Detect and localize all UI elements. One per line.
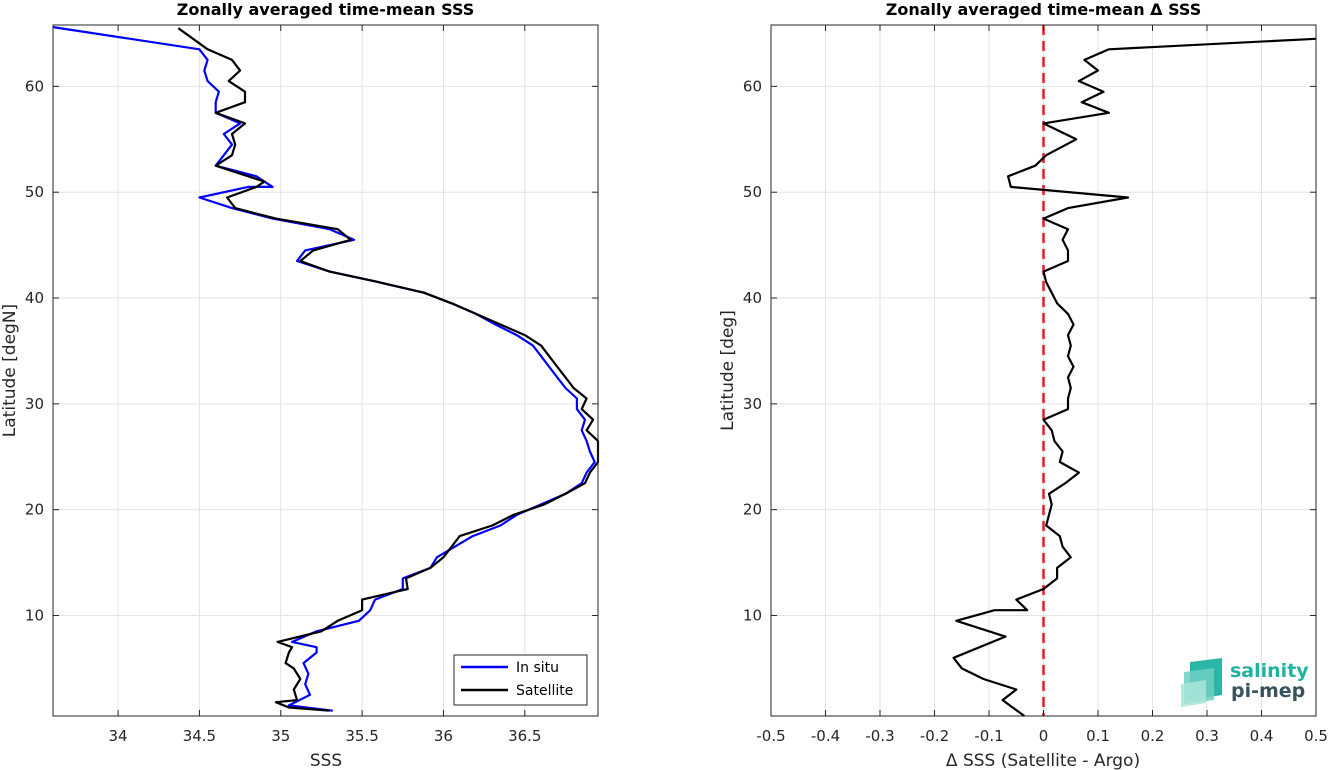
y-tick-label: 60 <box>743 77 762 95</box>
x-tick-label: 36.5 <box>508 727 541 745</box>
legend-box <box>453 654 588 706</box>
x-tick-label: 0.2 <box>1141 727 1165 745</box>
y-tick-label: 20 <box>743 501 762 519</box>
y-tick-label: 30 <box>25 395 44 413</box>
y-tick-label: 50 <box>25 183 44 201</box>
x-tick-label: 0.3 <box>1195 727 1219 745</box>
y-tick-label: 10 <box>743 606 762 624</box>
y-tick-label: 30 <box>743 395 762 413</box>
x-tick-label: 0.1 <box>1086 727 1110 745</box>
logo-text-pi-mep: pi-mep <box>1231 680 1305 702</box>
y-tick-label: 40 <box>743 289 762 307</box>
x-tick-label: 0.5 <box>1304 727 1328 745</box>
x-tick-label: 35.5 <box>345 727 378 745</box>
legend-label-in-situ: In situ <box>516 660 559 676</box>
y-tick-label: 50 <box>743 183 762 201</box>
x-tick-label: 36 <box>434 727 453 745</box>
x-axis-label: Δ SSS (Satellite - Argo) <box>946 751 1140 770</box>
y-tick-label: 40 <box>25 289 44 307</box>
y-tick-label: 20 <box>25 501 44 519</box>
logo-text-salinity: salinity <box>1230 660 1309 682</box>
x-tick-label: 34 <box>109 727 128 745</box>
x-tick-label: 0.4 <box>1250 727 1274 745</box>
x-axis-label: SSS <box>310 751 342 770</box>
x-tick-label: 0 <box>1039 727 1049 745</box>
x-tick-label: -0.1 <box>974 727 1003 745</box>
series-line-1 <box>952 37 1317 717</box>
x-tick-label: 34.5 <box>183 727 216 745</box>
series-line-satellite <box>177 27 600 712</box>
left-panel: 34 34.5 35 35.5 36 36.5 10 20 30 40 50 60 Zonally av… <box>0 0 600 770</box>
y-axis-label: Latitude [degN] <box>0 304 20 437</box>
plot-area <box>53 25 598 716</box>
x-tick-label: -0.4 <box>811 727 840 745</box>
salinity-pi-mep-logo: salinity pi-mep <box>1181 658 1309 707</box>
x-tick-label: -0.3 <box>865 727 894 745</box>
y-tick-label: 10 <box>25 606 44 624</box>
y-tick-label: 60 <box>25 77 44 95</box>
legend-label-satellite: Satellite <box>516 683 573 699</box>
chart-title: Zonally averaged time-mean SSS <box>177 0 475 19</box>
axes-box <box>52 24 599 717</box>
logo-wave-icon <box>1181 658 1222 707</box>
legend: In situ Satellite <box>453 654 588 706</box>
chart-title: Zonally averaged time-mean Δ SSS <box>886 0 1202 19</box>
x-tick-label: 35 <box>271 727 290 745</box>
x-tick-label: -0.2 <box>920 727 949 745</box>
right-panel: -0.5 -0.4 -0.3 -0.2 -0.1 0 0.1 0.2 0.3 0.4 0.5 10 20… <box>718 0 1328 770</box>
x-tick-label: -0.5 <box>756 727 785 745</box>
y-axis-label: Latitude [deg] <box>718 310 738 431</box>
series-line-in-situ <box>52 26 596 712</box>
